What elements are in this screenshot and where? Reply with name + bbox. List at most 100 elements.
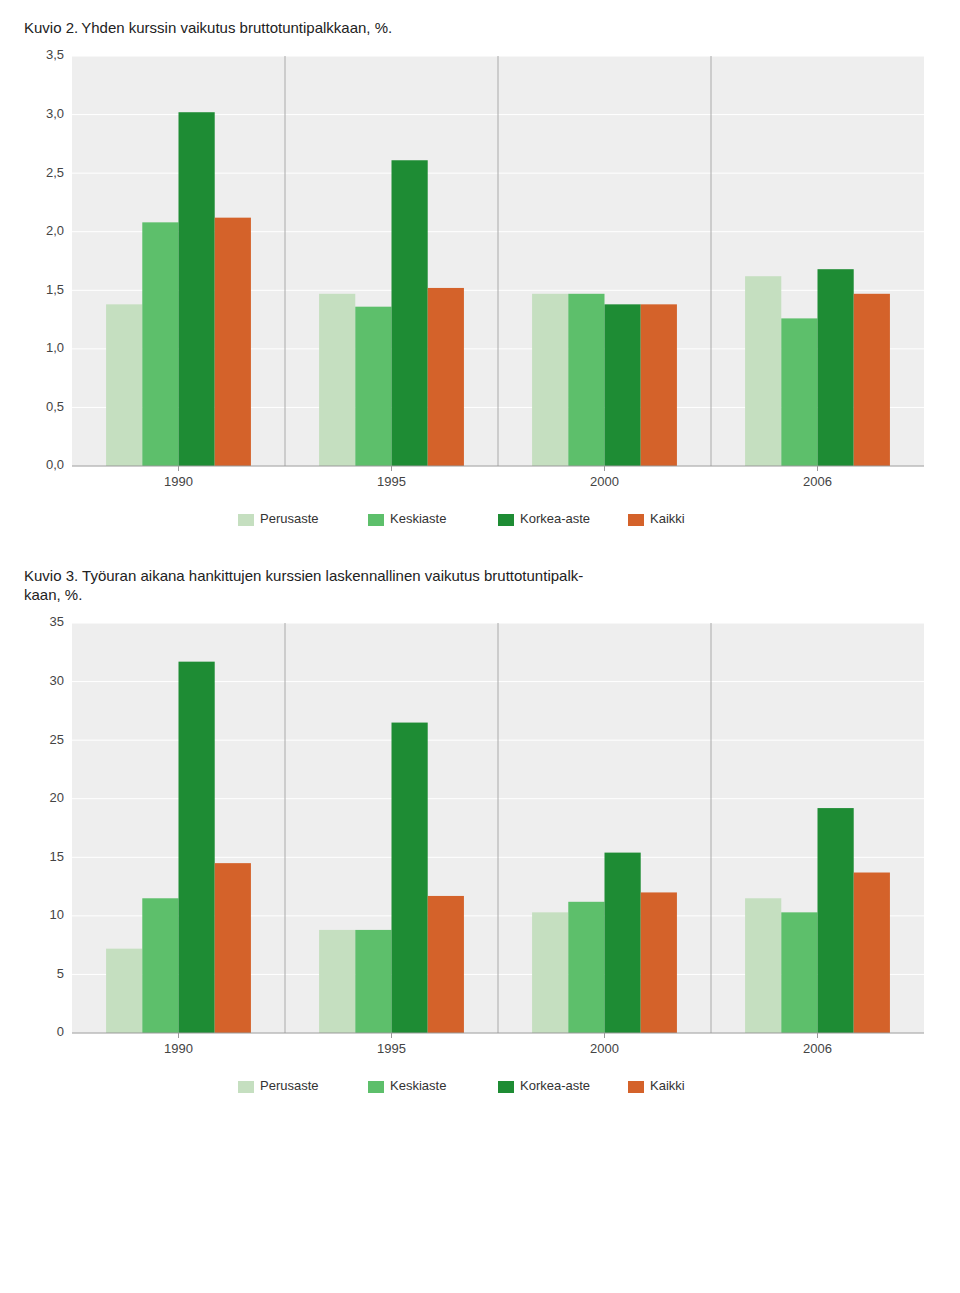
bar: [355, 306, 391, 465]
x-tick: [817, 466, 818, 471]
legend-label: Kaikki: [650, 1078, 685, 1093]
y-tick-label: 35: [50, 614, 64, 629]
group-separator: [498, 56, 499, 466]
bar: [781, 318, 817, 466]
bar: [319, 293, 355, 465]
grid-line: [72, 465, 924, 466]
bar: [392, 160, 428, 466]
legend-swatch: [238, 514, 254, 526]
legend-swatch: [498, 514, 514, 526]
x-tick-label: 1995: [377, 1041, 406, 1056]
y-tick-label: 3,5: [46, 47, 64, 62]
legend-item: Kaikki: [628, 1078, 685, 1093]
legend-swatch: [368, 514, 384, 526]
y-tick-label: 0,5: [46, 398, 64, 413]
y-tick-label: 10: [50, 907, 64, 922]
chart-svg: 051015202530351990199520002006PerusasteK…: [20, 611, 940, 1111]
chart-svg: 0,0 0,5 1,0 1,5 2,0 2,5 3,0 3,5 1990 1995 2000 2006…: [20, 44, 940, 544]
x-tick: [604, 1033, 605, 1038]
y-tick-label: 2,5: [46, 164, 64, 179]
y-axis: 0,0 0,5 1,0 1,5 2,0 2,5 3,0 3,5: [46, 47, 924, 472]
bar: [179, 661, 215, 1032]
chart-block: Kuvio 3. Työuran aikana hankittujen kurs…: [20, 566, 940, 1115]
bar: [605, 304, 641, 466]
grid-line: [72, 1032, 924, 1033]
x-tick-label: 1990: [164, 474, 193, 489]
x-tick: [391, 466, 392, 471]
bar: [428, 895, 464, 1032]
x-tick: [817, 1033, 818, 1038]
group-separators: [285, 623, 711, 1033]
y-tick-label: 20: [50, 790, 64, 805]
group-separator: [711, 56, 712, 466]
legend-label: Kaikki: [650, 511, 685, 526]
x-tick: [604, 466, 605, 471]
x-tick-label: 2000: [590, 474, 619, 489]
legend-label: Perusaste: [260, 511, 319, 526]
legend: Perusaste Keskiaste Korkea-aste Kaikki: [238, 511, 685, 526]
plot-background: [72, 623, 924, 1033]
chart-title: Kuvio 2. Yhden kurssin vaikutus bruttotu…: [24, 18, 940, 38]
x-tick-label: 1990: [164, 1041, 193, 1056]
x-tick: [391, 1033, 392, 1038]
bar: [532, 912, 568, 1033]
bars: [106, 112, 890, 466]
bar: [106, 304, 142, 466]
x-axis: 1990 1995 2000 2006: [72, 466, 924, 489]
y-tick-label: 25: [50, 731, 64, 746]
bar: [428, 287, 464, 465]
y-tick-label: 30: [50, 673, 64, 688]
y-tick-label: 2,0: [46, 223, 64, 238]
y-tick-label: 3,0: [46, 106, 64, 121]
bar: [854, 293, 890, 465]
bar: [215, 863, 251, 1033]
legend-label: Perusaste: [260, 1078, 319, 1093]
group-separators: [285, 56, 711, 466]
legend-item: Perusaste: [238, 1078, 319, 1093]
legend-swatch: [628, 514, 644, 526]
bars: [106, 661, 890, 1032]
group-separator: [285, 623, 286, 1033]
y-tick-label: 15: [50, 848, 64, 863]
bar: [818, 808, 854, 1033]
bar: [106, 948, 142, 1032]
x-tick: [178, 466, 179, 471]
legend-item: Keskiaste: [368, 511, 446, 526]
bar: [641, 304, 677, 466]
legend-swatch: [368, 1081, 384, 1093]
chart-block: Kuvio 2. Yhden kurssin vaikutus bruttotu…: [20, 18, 940, 548]
bar: [568, 901, 604, 1032]
group-separator: [498, 623, 499, 1033]
bar: [745, 898, 781, 1033]
page: {"chart_data": [ {"type": "bar", "title"…: [0, 0, 960, 1293]
y-tick-label: 1,0: [46, 340, 64, 355]
legend-swatch: [498, 1081, 514, 1093]
x-tick-label: 2006: [803, 474, 832, 489]
bar: [781, 912, 817, 1033]
x-tick: [178, 1033, 179, 1038]
bar: [605, 852, 641, 1032]
x-axis-line: [72, 1032, 924, 1033]
legend-label: Keskiaste: [390, 1078, 446, 1093]
y-tick-label: 1,5: [46, 281, 64, 296]
group-separator: [285, 56, 286, 466]
x-axis: 1990199520002006: [72, 1033, 924, 1056]
legend-swatch: [628, 1081, 644, 1093]
chart-title: Kuvio 3. Työuran aikana hankittujen kurs…: [24, 566, 940, 605]
bar: [179, 112, 215, 466]
bar: [142, 222, 178, 466]
y-tick-label: 0,0: [46, 457, 64, 472]
group-separator: [711, 623, 712, 1033]
y-axis: 05101520253035: [50, 614, 924, 1039]
x-tick-label: 1995: [377, 474, 406, 489]
legend-item: Korkea-aste: [498, 511, 590, 526]
legend: Perusaste Keskiaste Korkea-aste Kaikki: [238, 1078, 685, 1093]
bar: [319, 929, 355, 1032]
bar: [641, 892, 677, 1033]
bar: [854, 872, 890, 1032]
bar: [818, 269, 854, 466]
legend-label: Korkea-aste: [520, 1078, 590, 1093]
legend-swatch: [238, 1081, 254, 1093]
legend-item: Keskiaste: [368, 1078, 446, 1093]
bar: [532, 293, 568, 465]
